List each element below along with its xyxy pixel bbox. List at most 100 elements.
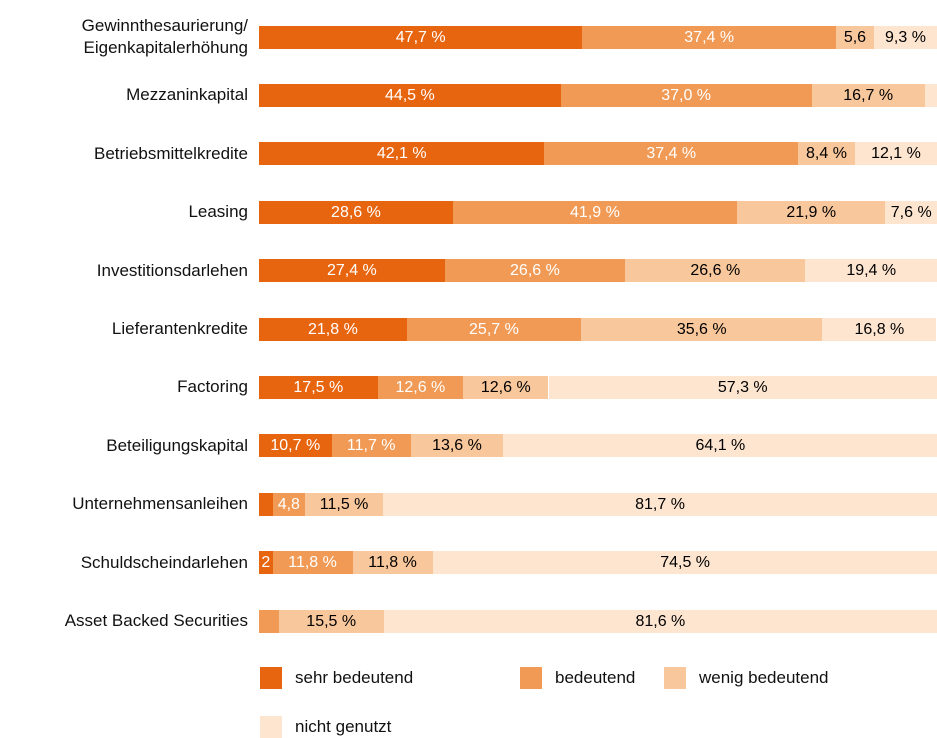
bar-segment [811, 83, 925, 107]
legend-label: sehr bedeutend [295, 668, 414, 687]
bar-segment [625, 259, 806, 283]
value-label: 15,5 % [306, 612, 357, 630]
bar-segment [259, 25, 583, 49]
value-label: 19,4 % [846, 262, 897, 280]
bar-segment [377, 375, 464, 399]
bar-segment [305, 492, 384, 516]
bar-segment [259, 317, 407, 341]
bar-segment [885, 200, 937, 224]
legend-swatch [520, 667, 542, 689]
legend-swatch [260, 716, 282, 738]
value-label: 26,6 % [690, 262, 741, 280]
value-label: 41,9 % [570, 203, 620, 221]
value-label: 26,6 % [510, 262, 560, 280]
value-label: 37,0 % [661, 86, 712, 104]
bar-segment [259, 200, 453, 224]
value-label: 57,3 % [717, 378, 768, 396]
value-label: 13,6 % [432, 437, 482, 455]
bar-segment [444, 259, 626, 283]
value-label: 35,6 % [676, 320, 727, 338]
value-label: 12,1 % [871, 145, 921, 163]
category-label: Unternehmensanleihen [72, 494, 248, 514]
category-label: Gewinnthesaurierung/ Eigenkapitalerhöhun… [81, 16, 248, 57]
value-label: 17,5 % [293, 378, 344, 396]
value-label: 47,7 % [395, 28, 446, 46]
value-label: 11,5 % [319, 495, 369, 513]
bar-segment [259, 142, 545, 166]
category-label: Schuldscheindarlehen [80, 552, 248, 572]
value-label: 5,6 [843, 28, 867, 46]
bar-segment [410, 434, 504, 458]
bar-segment [924, 83, 937, 107]
bar-segment [259, 259, 445, 283]
legend-swatch [664, 667, 686, 689]
bar-segment [873, 25, 937, 49]
bar-segment [383, 609, 937, 633]
value-label: 12,6 % [480, 378, 531, 396]
value-label: 28,6 % [331, 203, 381, 221]
value-label: 81,6 % [635, 612, 686, 630]
value-label: 7,6 % [890, 203, 932, 221]
category-label: Lieferantenkredite [111, 319, 248, 338]
value-label: 27,4 % [326, 262, 377, 280]
value-label: 25,7 % [469, 320, 519, 338]
value-label: 4,8 [277, 495, 300, 513]
value-label: 37,4 % [646, 145, 697, 163]
value-label: 11,8 % [288, 554, 337, 572]
value-label: 37,4 % [684, 28, 735, 46]
legend-label: bedeutend [555, 668, 636, 687]
bar-segment [798, 142, 855, 166]
bar-segment [331, 434, 411, 458]
legend-label: nicht genutzt [295, 717, 392, 736]
bar-segment [259, 434, 332, 458]
value-label: 9,3 % [885, 28, 926, 46]
bar-segment [736, 200, 886, 224]
value-label: 81,7 % [635, 495, 685, 513]
value-label: 74,5 % [660, 554, 711, 572]
bar-segment [259, 375, 378, 399]
bar-segment [854, 142, 937, 166]
value-label: 11,8 % [368, 554, 417, 572]
bar-segment [452, 200, 737, 224]
value-label: 16,8 % [854, 320, 905, 338]
bar-segment [503, 434, 937, 458]
bar-segment [463, 375, 549, 399]
bar-segment [272, 492, 306, 516]
bar-segment [278, 609, 384, 633]
category-label: Factoring [177, 377, 248, 397]
value-label: 21,9 % [786, 203, 837, 221]
bar-segment [548, 375, 937, 399]
bar-segment [259, 551, 273, 575]
bar-segment [259, 492, 273, 516]
bar-segment [352, 551, 433, 575]
bar-segment [805, 259, 937, 283]
bar-segment [581, 317, 823, 341]
bar-segment [272, 551, 353, 575]
value-label: 42,1 % [376, 145, 427, 163]
legend-label: wenig bedeutend [699, 668, 829, 687]
value-label: 12,6 % [395, 378, 446, 396]
value-label: 21,8 % [307, 320, 358, 338]
bar-segment [383, 492, 937, 516]
bar-segment [259, 83, 561, 107]
bar-segment [560, 83, 812, 107]
value-label: 10,7 % [270, 437, 321, 455]
category-label: Leasing [188, 202, 248, 222]
category-label: Mezzaninkapital [126, 85, 248, 105]
legend-swatch [260, 667, 282, 689]
category-label: Betriebsmittelkredite [93, 143, 248, 163]
value-label: 64,1 % [695, 437, 746, 455]
category-label: Beteiligungskapital [106, 435, 248, 455]
bar-segment [544, 142, 798, 166]
bar-segment [835, 25, 874, 49]
value-label: 16,7 % [843, 86, 894, 104]
bar-segment [406, 317, 582, 341]
value-label: 8,4 % [806, 145, 847, 163]
bar-segment [582, 25, 836, 49]
value-label: 2 [261, 554, 271, 572]
value-label: 11,7 % [346, 437, 396, 455]
bar-segment [432, 551, 937, 575]
bar-segment [259, 609, 279, 633]
bar-segment [822, 317, 937, 341]
